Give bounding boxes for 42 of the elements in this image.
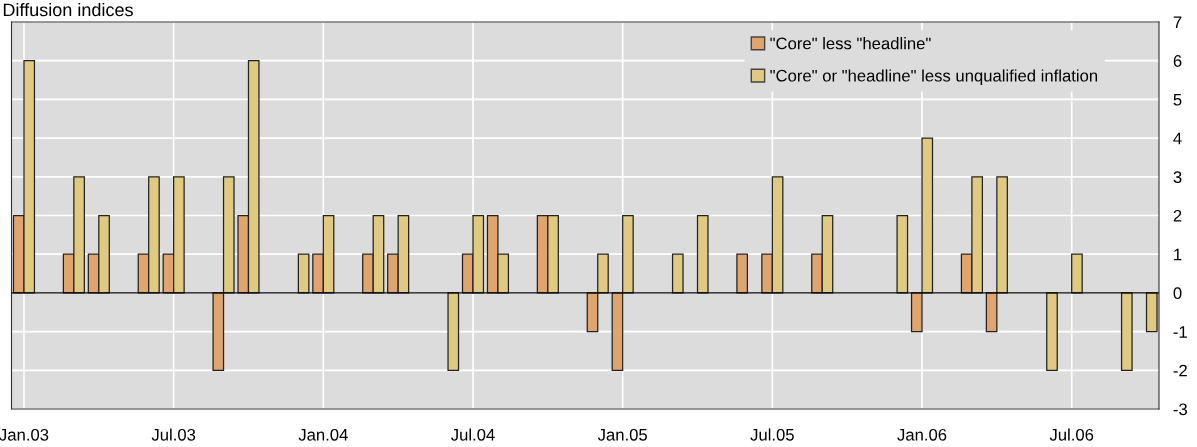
x-tick-label: Jan.04 — [298, 428, 348, 441]
bar — [1071, 253, 1083, 294]
x-tick-label: Jul.05 — [750, 428, 794, 441]
bar — [212, 292, 225, 371]
y-tick-label: 4 — [1173, 132, 1182, 145]
y-tick-label: 1 — [1174, 248, 1182, 261]
bar — [586, 292, 599, 333]
y-tick-label: 7 — [1173, 16, 1182, 29]
y-tick-label: 0 — [1173, 287, 1182, 300]
bar — [1046, 292, 1058, 371]
y-tick-label: 2 — [1173, 209, 1182, 222]
x-tick-label: Jan.03 — [0, 428, 49, 441]
y-tick-label: -3 — [1173, 403, 1187, 416]
bar — [671, 253, 684, 294]
legend-label: "Core" less "headline" — [770, 37, 931, 50]
bar — [996, 176, 1008, 294]
bar — [1145, 292, 1158, 333]
bar — [611, 292, 624, 371]
legend-label: "Core" or "headline" less unqualified inflation — [770, 69, 1098, 85]
bar — [985, 292, 998, 333]
x-tick-label: Jul.04 — [451, 428, 495, 441]
x-tick-label: Jan.06 — [897, 428, 947, 441]
bar — [910, 292, 923, 333]
bar — [222, 176, 235, 294]
x-tick-label: Jan.05 — [597, 428, 647, 441]
chart-title: Diffusion indices — [3, 3, 133, 17]
x-tick-label: Jul.03 — [151, 428, 196, 441]
y-tick-label: 3 — [1173, 171, 1182, 183]
bar — [696, 214, 709, 294]
y-tick-label: -1 — [1173, 326, 1187, 338]
bar — [736, 253, 749, 294]
y-tick-label: -2 — [1173, 364, 1187, 377]
bar — [297, 253, 310, 294]
bar — [896, 214, 909, 294]
bar — [921, 137, 934, 294]
bar — [1120, 292, 1133, 371]
x-tick-label: Jul.06 — [1049, 428, 1094, 441]
bar — [622, 214, 634, 294]
y-tick-label: 6 — [1173, 55, 1182, 67]
bar — [447, 292, 460, 371]
bar — [597, 253, 609, 294]
y-tick-label: 5 — [1173, 93, 1182, 106]
